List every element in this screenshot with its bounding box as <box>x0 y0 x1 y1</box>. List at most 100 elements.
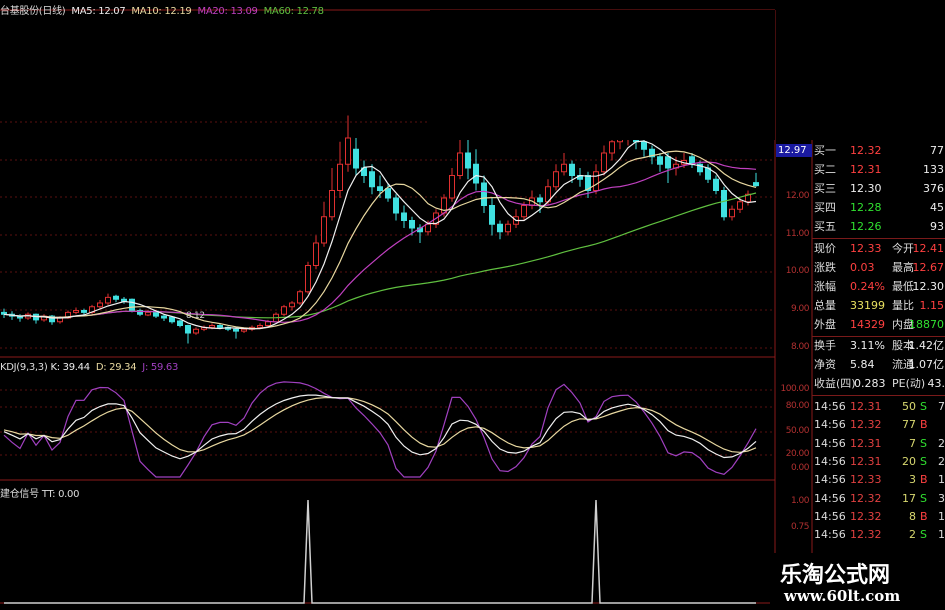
stat-label: 收益(四) <box>814 375 856 393</box>
candle-body <box>754 183 759 186</box>
price-tick: 8.00 <box>791 342 809 352</box>
candle <box>202 326 207 332</box>
candle <box>98 300 103 309</box>
candle-body <box>114 296 119 299</box>
signal-tick: 0.75 <box>791 522 809 532</box>
candle <box>482 176 487 214</box>
candle-body <box>234 329 239 331</box>
ma10-label: MA10: 12.19 <box>131 6 191 17</box>
candle-body <box>538 198 543 202</box>
bid-volume: 133 <box>923 161 944 179</box>
candle-body <box>258 326 263 328</box>
tick-volume: 20 <box>894 453 916 471</box>
candle-body <box>714 179 719 190</box>
bid-price: 12.32 <box>850 142 882 160</box>
stat-label: 最高 <box>892 259 914 277</box>
tick-count: 1 <box>938 471 945 489</box>
candle-body <box>474 164 479 183</box>
candle <box>346 116 351 172</box>
candle <box>290 301 295 310</box>
candle-body <box>738 202 743 210</box>
candle-body <box>594 172 599 191</box>
d-value: D: 29.34 <box>96 362 136 373</box>
candle-body <box>394 198 399 213</box>
candle <box>474 149 479 190</box>
stat-value: 0.24% <box>850 278 885 296</box>
bid-price: 12.28 <box>850 199 882 217</box>
candle <box>330 168 335 221</box>
candle <box>578 168 583 187</box>
candle-body <box>506 224 511 232</box>
tick-time: 14:56 <box>814 416 846 434</box>
divider <box>812 238 945 239</box>
candle-body <box>162 316 167 318</box>
price-panel[interactable] <box>2 116 759 344</box>
tick-side: B <box>920 471 928 489</box>
candle-body <box>298 292 303 303</box>
tick-time: 14:56 <box>814 435 846 453</box>
signal-panel[interactable] <box>4 500 756 603</box>
candle-body <box>370 172 375 187</box>
candle <box>322 202 327 247</box>
stat-label: 涨幅 <box>814 278 836 296</box>
j-value: J: 59.63 <box>142 362 178 373</box>
stat-value: 1.15 <box>920 297 945 315</box>
candle-body <box>450 176 455 199</box>
candle <box>450 168 455 202</box>
tick-volume: 17 <box>894 490 916 508</box>
tick-side: S <box>920 398 927 416</box>
stat-value: 12.41 <box>913 240 945 258</box>
candle <box>658 153 663 172</box>
kdj-panel[interactable] <box>4 382 756 477</box>
candle <box>194 327 199 335</box>
bid-price: 12.31 <box>850 161 882 179</box>
candle <box>122 297 127 304</box>
candle <box>530 191 535 210</box>
tick-side: B <box>920 508 928 526</box>
candle-body <box>386 189 391 198</box>
stat-value: 0.03 <box>850 259 875 277</box>
candle-body <box>266 322 271 326</box>
candle <box>34 314 39 324</box>
tick-price: 12.33 <box>850 471 882 489</box>
tick-side: S <box>920 490 927 508</box>
candle <box>74 308 79 315</box>
tick-volume: 7 <box>894 435 916 453</box>
bid-label: 买四 <box>814 199 836 217</box>
candle <box>114 295 119 303</box>
tick-count: 1 <box>938 508 945 526</box>
tick-count: 3 <box>938 490 945 508</box>
stat-label: 今开 <box>892 240 914 258</box>
d-line <box>4 398 756 453</box>
candle-body <box>330 191 335 217</box>
stat-label: 外盘 <box>814 316 836 334</box>
candle-body <box>338 164 343 190</box>
tick-price: 12.31 <box>850 435 882 453</box>
tick-time: 14:56 <box>814 526 846 544</box>
candle <box>562 153 567 176</box>
candle-body <box>458 153 463 176</box>
j-line <box>4 382 756 477</box>
signal-title: 建仓信号 <box>0 489 39 500</box>
candle <box>186 325 191 344</box>
tick-price: 12.32 <box>850 490 882 508</box>
ma60-label: MA60: 12.78 <box>264 6 324 17</box>
candle-body <box>722 191 727 217</box>
candle-body <box>210 326 215 328</box>
candle-body <box>306 266 311 292</box>
